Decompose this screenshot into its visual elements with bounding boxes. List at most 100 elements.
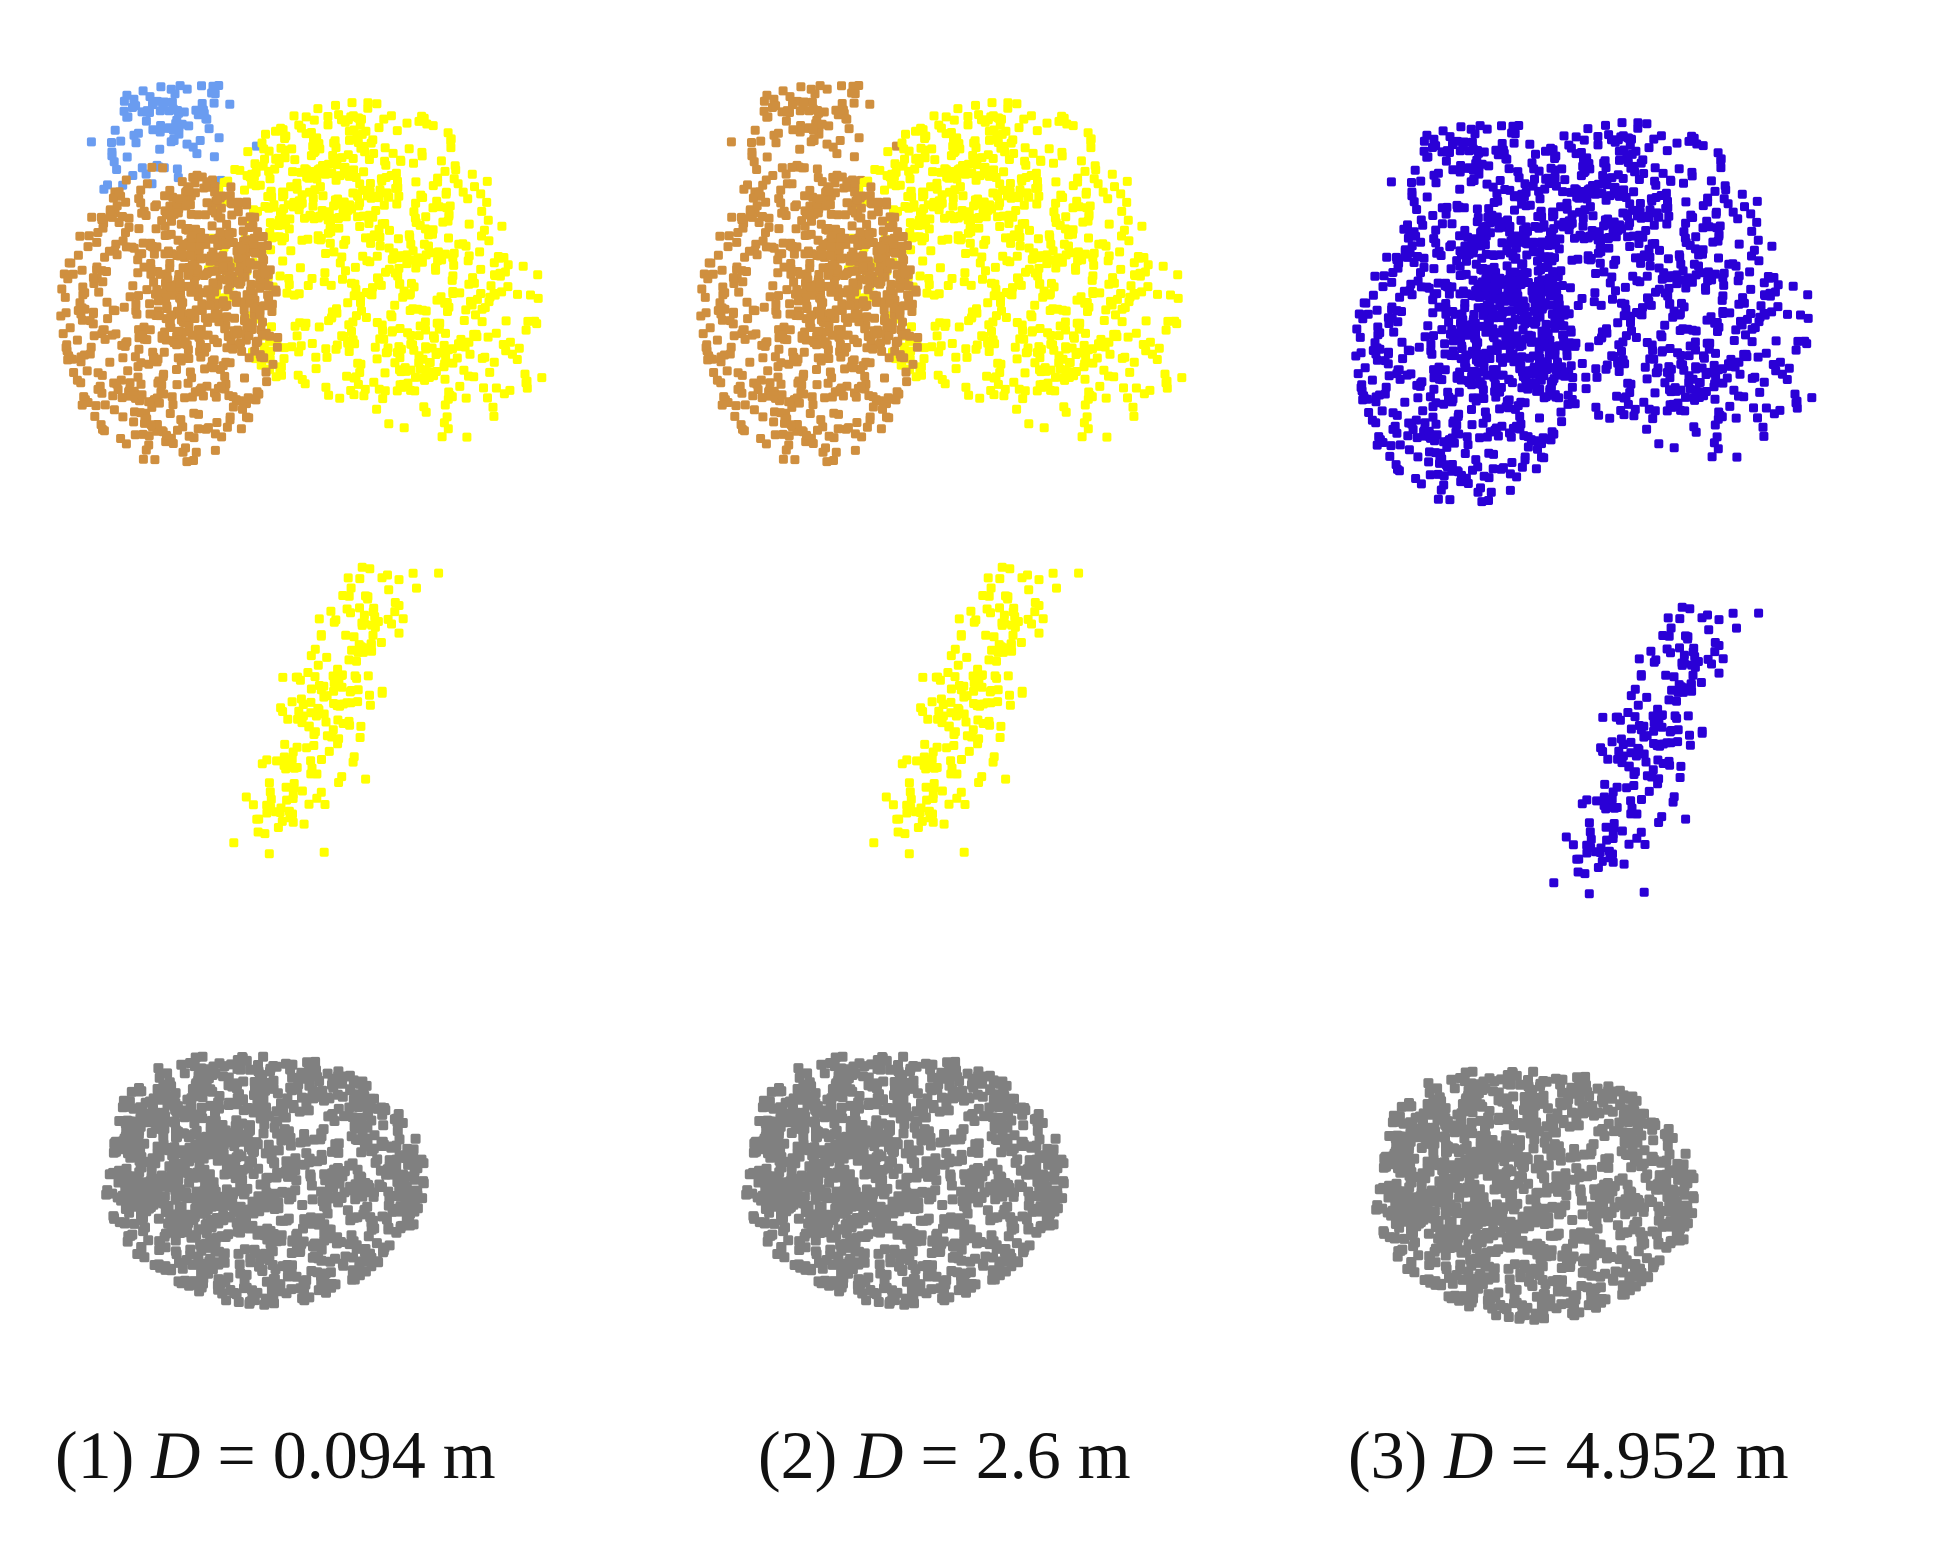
gray-point (222, 1137, 233, 1148)
gray-point (238, 1076, 249, 1087)
brown-point (108, 305, 118, 315)
yellow-point (333, 715, 343, 725)
yellow-point (285, 214, 295, 224)
brown-point (852, 195, 862, 205)
yellow-point (1031, 168, 1041, 178)
yellow-point (391, 168, 401, 178)
yellow-point (419, 373, 429, 383)
yellow-point (974, 734, 984, 744)
yellow-point (1023, 570, 1032, 580)
yellow-point (399, 423, 409, 433)
yellow-point (992, 189, 1002, 199)
brown-point (265, 331, 275, 341)
brown-point (774, 224, 784, 234)
brown-point (806, 311, 816, 321)
yellow-point (419, 402, 429, 412)
yellow-point (306, 684, 316, 694)
gray-point (241, 1055, 252, 1066)
yellow-point (905, 218, 915, 228)
yellow-point (1089, 260, 1099, 270)
brown-point (727, 212, 737, 222)
yellow-point (1001, 126, 1011, 136)
brown-point (148, 347, 158, 357)
brown-point (827, 260, 837, 270)
yellow-point (326, 606, 336, 616)
brown-point (893, 227, 903, 237)
brown-point (191, 224, 201, 234)
brown-point (64, 258, 74, 268)
yellow-point (995, 574, 1005, 584)
yellow-point (1016, 638, 1026, 647)
brown-point (215, 227, 225, 237)
brown-point (149, 354, 158, 364)
gray-point (1009, 1093, 1019, 1104)
yellow-point (1006, 193, 1016, 203)
yellow-point (988, 757, 998, 767)
yellow-point (356, 359, 366, 369)
yellow-point (972, 340, 982, 350)
brown-point (112, 250, 122, 260)
brown-point (762, 152, 772, 162)
yellow-point (927, 754, 937, 764)
gray-point (973, 1138, 984, 1149)
yellow-point (372, 404, 382, 414)
yellow-point (1119, 383, 1128, 393)
brown-point (189, 408, 199, 418)
yellow-point (338, 274, 347, 284)
yellow-point (264, 146, 274, 156)
yellow-point (986, 583, 996, 593)
panel-1-point-cloud (56, 81, 547, 1310)
light-blue-point (159, 97, 169, 107)
gray-point (191, 1207, 202, 1218)
yellow-point (276, 207, 285, 217)
brown-point (104, 246, 114, 256)
yellow-point (1012, 99, 1022, 109)
yellow-point (1129, 289, 1139, 298)
yellow-point (996, 721, 1006, 731)
brown-point (771, 101, 781, 111)
gray-point (280, 1058, 291, 1069)
brown-point (878, 216, 887, 226)
yellow-point (1125, 367, 1135, 377)
yellow-point (448, 358, 458, 368)
yellow-point (417, 111, 427, 121)
gray-point (316, 1128, 327, 1139)
yellow-point (247, 179, 257, 189)
brown-point (60, 292, 70, 302)
yellow-point (1120, 352, 1130, 362)
brown-point (800, 249, 810, 259)
yellow-point (230, 165, 240, 174)
yellow-point (329, 247, 339, 257)
gray-point (231, 1115, 242, 1126)
brown-point (180, 393, 190, 403)
yellow-point (916, 143, 926, 153)
brown-point (129, 417, 139, 427)
brown-point (90, 411, 100, 421)
yellow-point (973, 214, 983, 223)
brown-point (129, 386, 139, 396)
yellow-point (1052, 583, 1061, 593)
gray-point (227, 1158, 237, 1169)
yellow-point (1008, 630, 1018, 640)
brown-point (841, 114, 851, 124)
gray-point (276, 1235, 287, 1246)
yellow-point (365, 700, 375, 710)
yellow-point (356, 292, 366, 302)
gray-point (165, 1263, 176, 1274)
yellow-point (307, 763, 317, 773)
yellow-point (264, 166, 274, 176)
gray-point (402, 1143, 413, 1154)
brown-point (149, 277, 159, 287)
yellow-point (379, 114, 389, 124)
yellow-point (461, 393, 471, 403)
yellow-point (1131, 328, 1141, 338)
yellow-point (921, 764, 931, 774)
brown-point (878, 226, 888, 236)
yellow-point (1084, 233, 1093, 243)
yellow-point (979, 239, 989, 249)
yellow-point (1081, 187, 1091, 197)
yellow-point (1056, 190, 1066, 200)
brown-point (854, 133, 864, 143)
brown-point (117, 393, 127, 403)
gray-point (245, 1257, 256, 1268)
